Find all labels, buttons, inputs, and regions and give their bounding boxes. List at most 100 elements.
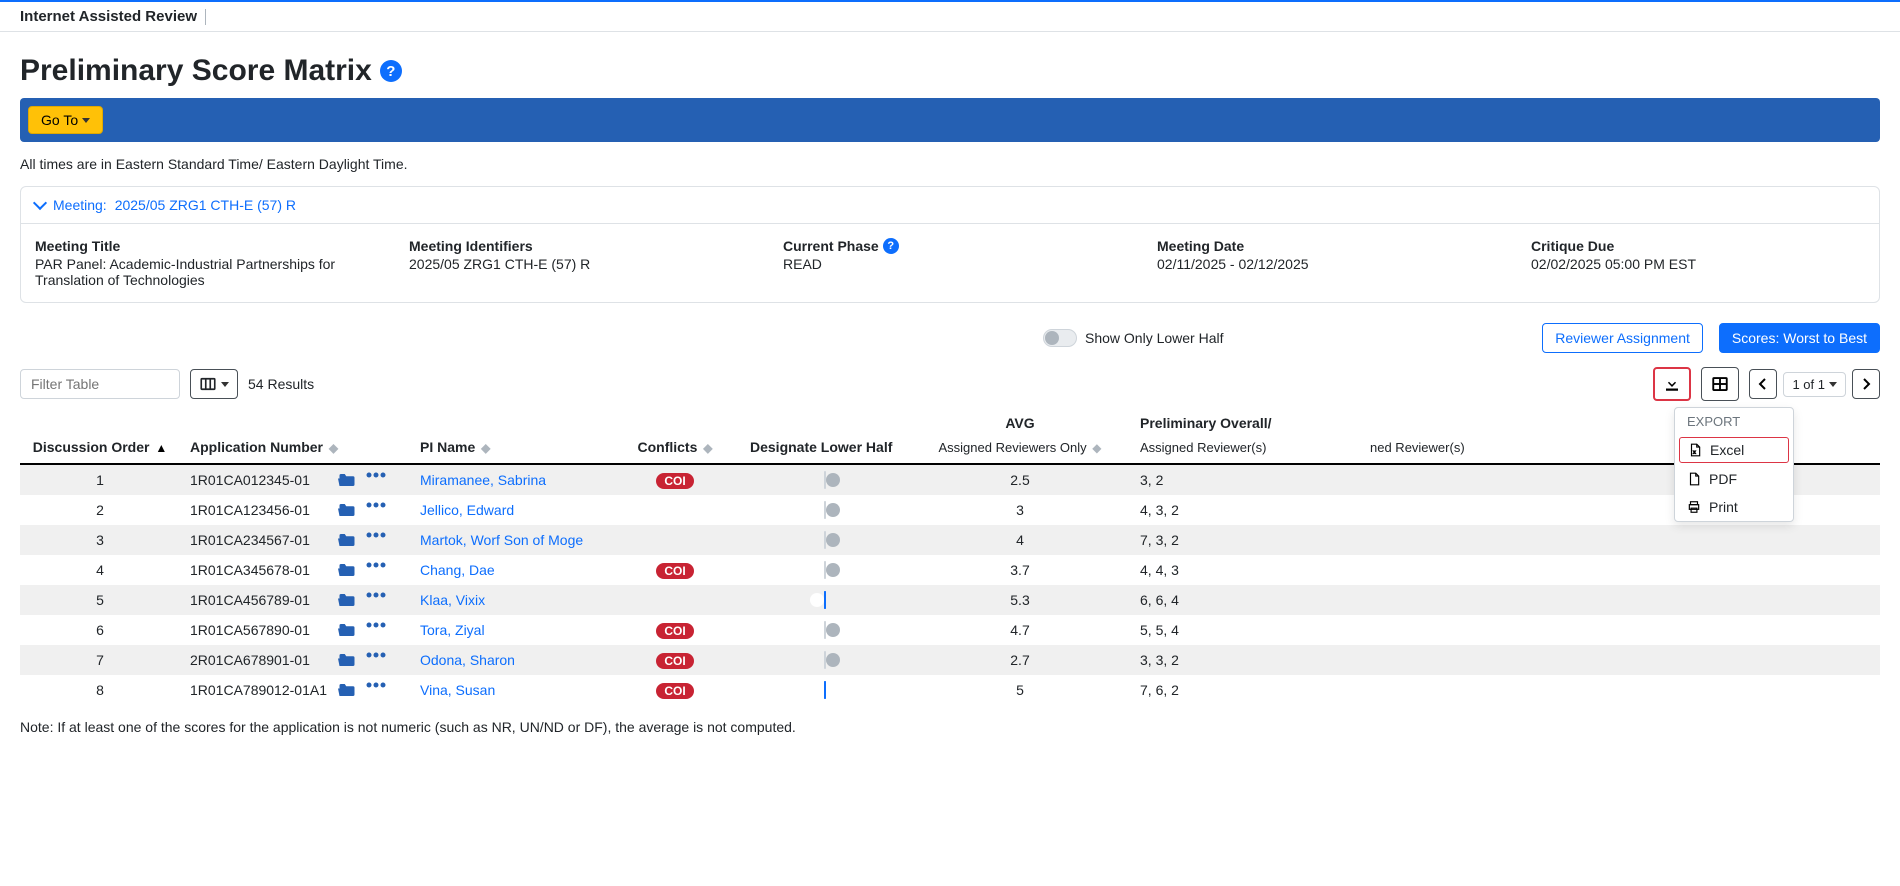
more-icon[interactable] <box>366 592 386 608</box>
cell-scores: 7, 6, 2 <box>1130 675 1360 705</box>
col-prelim-top: Preliminary Overall/ <box>1130 407 1360 431</box>
more-icon[interactable] <box>366 622 386 638</box>
meeting-prefix: Meeting: <box>53 197 107 213</box>
more-icon[interactable] <box>366 502 386 518</box>
more-icon[interactable] <box>366 532 386 548</box>
pi-link[interactable]: Martok, Worf Son of Moge <box>420 532 583 548</box>
cell-app: 1R01CA345678-01 <box>180 555 410 585</box>
folder-icon[interactable] <box>338 562 356 578</box>
timezone-note: All times are in Eastern Standard Time/ … <box>20 156 1880 172</box>
more-icon[interactable] <box>366 652 386 668</box>
folder-icon[interactable] <box>338 622 356 638</box>
current-phase-value: READ <box>783 256 1117 272</box>
export-pdf-label: PDF <box>1709 471 1737 487</box>
cell-order: 4 <box>20 555 180 585</box>
cell-avg: 5 <box>910 675 1130 705</box>
col-prelim-sub: Assigned Reviewer(s) <box>1130 431 1360 464</box>
reviewer-assignment-button[interactable]: Reviewer Assignment <box>1542 323 1703 353</box>
pi-link[interactable]: Miramanee, Sabrina <box>420 472 546 488</box>
export-print-label: Print <box>1709 499 1738 515</box>
export-excel-label: Excel <box>1710 442 1744 458</box>
meeting-toggle[interactable]: Meeting: 2025/05 ZRG1 CTH-E (57) R <box>21 187 1879 224</box>
cell-avg: 2.7 <box>910 645 1130 675</box>
more-icon[interactable] <box>366 472 386 488</box>
scores-order-button[interactable]: Scores: Worst to Best <box>1719 323 1880 353</box>
folder-icon[interactable] <box>338 592 356 608</box>
action-bar: Go To <box>20 98 1880 142</box>
file-icon: x <box>1688 443 1702 457</box>
col-application-number[interactable]: Application Number ◆ <box>180 431 410 464</box>
more-icon[interactable] <box>366 682 386 698</box>
folder-icon[interactable] <box>338 682 356 698</box>
pi-link[interactable]: Vina, Susan <box>420 682 495 698</box>
next-page-button[interactable] <box>1852 369 1880 399</box>
cell-app: 1R01CA789012-01A1 <box>180 675 410 705</box>
lower-half-toggle[interactable] <box>824 651 826 669</box>
table-row: 51R01CA456789-01Klaa, Vixix5.36, 6, 4 <box>20 585 1880 615</box>
cell-avg: 4 <box>910 525 1130 555</box>
export-print[interactable]: Print <box>1675 493 1793 521</box>
folder-icon[interactable] <box>338 532 356 548</box>
meeting-id: 2025/05 ZRG1 CTH-E (57) R <box>115 197 296 213</box>
table-row: 21R01CA123456-01Jellico, Edward34, 3, 2 <box>20 495 1880 525</box>
columns-icon <box>199 375 217 393</box>
cell-app: 1R01CA456789-01 <box>180 585 410 615</box>
cell-scores: 3, 2 <box>1130 464 1360 495</box>
coi-badge: COI <box>656 683 693 699</box>
pi-link[interactable]: Klaa, Vixix <box>420 592 485 608</box>
folder-icon[interactable] <box>338 472 356 488</box>
table-row: 31R01CA234567-01Martok, Worf Son of Moge… <box>20 525 1880 555</box>
col-pi-name[interactable]: PI Name ◆ <box>410 431 610 464</box>
export-menu: EXPORT x Excel PDF Print <box>1674 407 1794 522</box>
cell-scores: 5, 5, 4 <box>1130 615 1360 645</box>
critique-due-value: 02/02/2025 05:00 PM EST <box>1531 256 1865 272</box>
pi-link[interactable]: Tora, Ziyal <box>420 622 485 638</box>
pi-link[interactable]: Chang, Dae <box>420 562 495 578</box>
cell-app: 1R01CA123456-01 <box>180 495 410 525</box>
pi-link[interactable]: Jellico, Edward <box>420 502 514 518</box>
export-pdf[interactable]: PDF <box>1675 465 1793 493</box>
cell-scores: 7, 3, 2 <box>1130 525 1360 555</box>
chevron-right-icon <box>1861 378 1871 390</box>
coi-badge: COI <box>656 473 693 489</box>
filter-input[interactable] <box>20 369 180 399</box>
lower-half-toggle[interactable] <box>824 501 826 519</box>
table-row: 11R01CA012345-01Miramanee, SabrinaCOI2.5… <box>20 464 1880 495</box>
lower-half-toggle[interactable] <box>824 681 826 699</box>
lower-half-toggle[interactable] <box>824 561 826 579</box>
export-excel[interactable]: x Excel <box>1679 437 1789 463</box>
col-lower-half: Designate Lower Half <box>740 431 910 464</box>
cell-app: 1R01CA012345-01 <box>180 464 410 495</box>
table-row: 41R01CA345678-01Chang, DaeCOI3.74, 4, 3 <box>20 555 1880 585</box>
page-title: Preliminary Score Matrix <box>20 54 372 88</box>
goto-dropdown[interactable]: Go To <box>28 106 103 134</box>
meeting-identifiers-value: 2025/05 ZRG1 CTH-E (57) R <box>409 256 743 272</box>
lower-half-toggle[interactable] <box>824 471 826 489</box>
lower-half-toggle[interactable] <box>824 621 826 639</box>
cell-scores: 6, 6, 4 <box>1130 585 1360 615</box>
col-conflicts[interactable]: Conflicts ◆ <box>610 431 740 464</box>
folder-icon[interactable] <box>338 652 356 668</box>
folder-icon[interactable] <box>338 502 356 518</box>
lower-half-toggle[interactable] <box>824 591 826 609</box>
cell-order: 2 <box>20 495 180 525</box>
grid-view-button[interactable] <box>1701 367 1739 401</box>
cell-avg: 3 <box>910 495 1130 525</box>
more-icon[interactable] <box>366 562 386 578</box>
meeting-card: Meeting: 2025/05 ZRG1 CTH-E (57) R Meeti… <box>20 186 1880 303</box>
meeting-date-value: 02/11/2025 - 02/12/2025 <box>1157 256 1491 272</box>
cell-app: 1R01CA234567-01 <box>180 525 410 555</box>
download-button[interactable] <box>1653 367 1691 401</box>
col-discussion-order[interactable]: Discussion Order ▲ <box>20 431 180 464</box>
lower-half-toggle[interactable] <box>824 531 826 549</box>
prev-page-button[interactable] <box>1749 369 1777 399</box>
page-indicator[interactable]: 1 of 1 <box>1783 372 1846 397</box>
pi-link[interactable]: Odona, Sharon <box>420 652 515 668</box>
help-icon[interactable]: ? <box>380 60 402 82</box>
cell-order: 6 <box>20 615 180 645</box>
help-icon[interactable]: ? <box>883 238 899 254</box>
show-lower-half-toggle[interactable] <box>1043 329 1077 347</box>
cell-scores: 3, 3, 2 <box>1130 645 1360 675</box>
col-avg-sub[interactable]: Assigned Reviewers Only ◆ <box>910 431 1130 464</box>
columns-dropdown[interactable] <box>190 369 238 399</box>
